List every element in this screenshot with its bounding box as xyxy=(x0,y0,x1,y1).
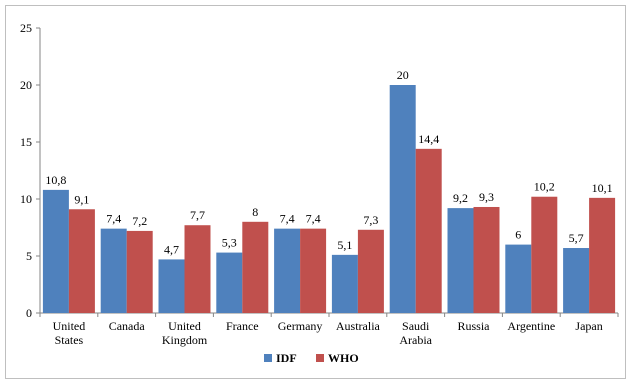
data-label-idf: 5,7 xyxy=(569,231,584,245)
bar-idf-9 xyxy=(563,248,590,313)
x-tick-label: Saudi xyxy=(402,319,430,333)
data-label-who: 7,4 xyxy=(306,212,321,226)
bar-idf-0 xyxy=(42,189,69,313)
data-label-idf: 10,8 xyxy=(45,173,66,187)
bar-who-2 xyxy=(184,225,211,313)
bar-who-0 xyxy=(68,209,95,313)
data-label-idf: 6 xyxy=(515,228,521,242)
bar-idf-5 xyxy=(331,254,358,313)
y-tick-label: 20 xyxy=(20,78,32,92)
x-tick-label: United xyxy=(168,319,201,333)
data-label-who: 10,1 xyxy=(592,181,613,195)
x-tick-label: Australia xyxy=(336,319,381,333)
y-tick-label: 25 xyxy=(20,21,32,35)
bar-idf-4 xyxy=(274,228,301,313)
data-label-who: 7,3 xyxy=(363,213,378,227)
legend-label-who: WHO xyxy=(328,351,359,365)
bar-idf-8 xyxy=(505,244,532,313)
x-tick-label: States xyxy=(55,333,84,347)
x-tick-label: Germany xyxy=(278,319,323,333)
bar-who-6 xyxy=(415,148,442,313)
bar-idf-2 xyxy=(158,259,185,313)
data-label-who: 7,2 xyxy=(132,214,147,228)
data-label-idf: 7,4 xyxy=(280,212,295,226)
data-label-who: 8 xyxy=(252,205,258,219)
bar-who-7 xyxy=(473,206,500,313)
legend-swatch-who xyxy=(316,354,324,362)
x-tick-label: Arabia xyxy=(399,333,432,347)
x-tick-label: Argentine xyxy=(507,319,555,333)
data-label-idf: 20 xyxy=(397,68,409,82)
bar-who-3 xyxy=(242,221,269,313)
data-labels: 10,8 9,1 7,4 7,2 4,7 7,7 5,3 8 7,4 7,4 5,1 7,3 20 14,… xyxy=(45,68,612,256)
chart-frame xyxy=(5,5,626,379)
x-tick-label: United xyxy=(53,319,86,333)
data-label-idf: 4,7 xyxy=(164,242,179,256)
data-label-who: 9,3 xyxy=(479,190,494,204)
bar-who-8 xyxy=(531,196,558,313)
data-label-idf: 5,3 xyxy=(222,236,237,250)
y-tick-label: 5 xyxy=(26,249,32,263)
y-tick-label: 0 xyxy=(26,306,32,320)
data-label-who: 7,7 xyxy=(190,208,205,222)
x-tick-label: Canada xyxy=(109,319,146,333)
data-label-idf: 7,4 xyxy=(106,212,121,226)
x-tick-label: Japan xyxy=(575,319,602,333)
legend: IDF WHO xyxy=(264,351,359,365)
x-tick-label: Russia xyxy=(457,319,490,333)
data-label-idf: 5,1 xyxy=(337,238,352,252)
x-tick-label: France xyxy=(226,319,259,333)
bar-who-4 xyxy=(300,228,327,313)
legend-swatch-idf xyxy=(264,354,272,362)
data-label-idf: 9,2 xyxy=(453,191,468,205)
data-label-who: 14,4 xyxy=(418,132,439,146)
data-label-who: 10,2 xyxy=(534,180,555,194)
y-tick-label: 15 xyxy=(20,135,32,149)
bar-idf-6 xyxy=(389,85,416,313)
bar-who-1 xyxy=(126,230,153,313)
x-tick-label: Kingdom xyxy=(162,333,208,347)
y-tick-label: 10 xyxy=(20,192,32,206)
bar-idf-7 xyxy=(447,208,474,313)
data-label-who: 9,1 xyxy=(74,192,89,206)
bars xyxy=(42,85,616,313)
bar-who-9 xyxy=(589,197,616,313)
bar-who-5 xyxy=(357,229,384,313)
legend-label-idf: IDF xyxy=(276,351,297,365)
bar-idf-1 xyxy=(100,228,127,313)
bar-idf-3 xyxy=(216,252,243,313)
